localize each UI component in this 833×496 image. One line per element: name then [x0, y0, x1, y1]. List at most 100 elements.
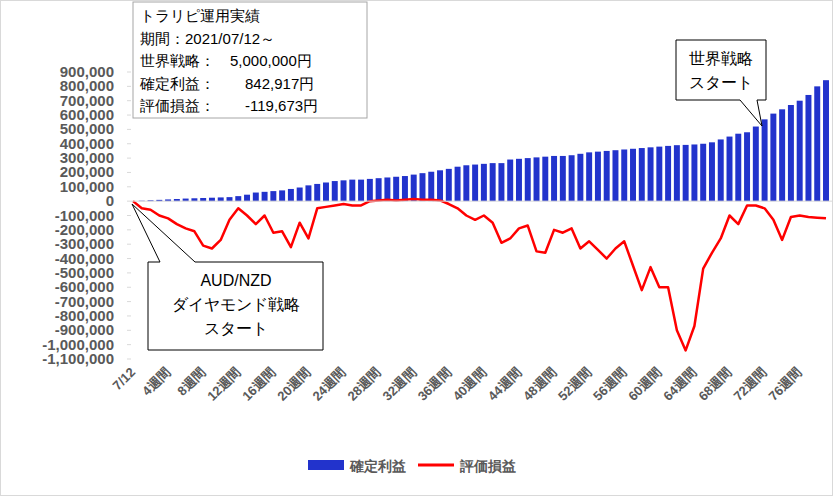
bar — [744, 132, 750, 201]
y-tick — [127, 258, 131, 259]
x-tick-label: 28週間 — [345, 365, 384, 404]
bar — [218, 197, 224, 201]
x-tick-label: 24週間 — [309, 365, 348, 404]
bar — [586, 152, 592, 201]
x-tick-label: 36週間 — [415, 365, 454, 404]
y-tick — [127, 301, 131, 302]
bar — [534, 157, 540, 201]
annotation-text: スタート — [689, 74, 753, 91]
annotation-text: トラリピ運用実績 — [140, 7, 260, 24]
bar — [288, 189, 294, 201]
bar — [472, 165, 478, 202]
y-tick — [127, 143, 131, 144]
bar — [358, 180, 364, 202]
bar — [446, 169, 452, 201]
x-tick-label: 20週間 — [274, 365, 313, 404]
bar — [367, 179, 373, 201]
annotation-text: ダイヤモンド戦略 — [172, 296, 300, 313]
bar — [665, 146, 671, 201]
bar — [437, 170, 443, 201]
bar — [762, 119, 768, 201]
bar — [332, 181, 338, 201]
bar — [376, 178, 382, 201]
bar — [542, 157, 548, 201]
bar — [639, 148, 645, 201]
bar — [683, 145, 689, 201]
x-tick-label: 72週間 — [730, 365, 769, 404]
bar — [253, 193, 259, 202]
annotation-text: 世界戦略： 5,000,000円 — [140, 52, 312, 69]
y-tick — [127, 186, 131, 187]
legend-label: 確定利益 — [349, 458, 406, 474]
bar — [516, 159, 522, 201]
bar — [402, 176, 408, 201]
bar — [648, 147, 654, 201]
x-tick-label: 32週間 — [380, 365, 419, 404]
annotation-text: 期間：2021/07/12～ — [140, 30, 275, 47]
bar — [560, 156, 566, 201]
chart: -1,100,000-1,000,000-900,000-800,000-700… — [0, 0, 833, 496]
bar — [735, 134, 741, 201]
line — [133, 199, 826, 350]
y-tick — [127, 115, 131, 116]
bar — [270, 191, 276, 201]
bar — [455, 167, 461, 201]
y-tick — [127, 244, 131, 245]
bar — [507, 160, 513, 202]
legend-swatch — [418, 464, 454, 467]
x-tick-label: 52週間 — [555, 365, 594, 404]
y-tick — [127, 272, 131, 273]
bar — [419, 173, 425, 201]
bar — [481, 164, 487, 201]
bar — [727, 137, 733, 202]
bar — [341, 180, 347, 201]
legend: 確定利益 評価損益 — [308, 458, 516, 474]
y-tick-label: 900,000 — [60, 63, 114, 80]
bar — [753, 127, 759, 202]
x-tick-label: 48週間 — [520, 365, 559, 404]
x-tick-label: 44週間 — [485, 365, 524, 404]
annotation-text: AUD/NZD — [200, 272, 271, 289]
bar — [384, 177, 390, 201]
y-tick — [127, 330, 131, 331]
y-tick — [127, 287, 131, 288]
bar — [612, 150, 618, 201]
bar — [621, 149, 627, 201]
bar — [691, 144, 697, 201]
y-tick — [127, 215, 131, 216]
bar — [428, 172, 434, 201]
y-tick — [127, 72, 131, 73]
bar — [279, 190, 285, 201]
bar — [463, 165, 469, 201]
bar — [779, 109, 785, 201]
callout — [132, 204, 323, 350]
bar — [262, 192, 268, 201]
annotation-text: 確定利益： 842,917円 — [139, 75, 314, 92]
bar — [814, 86, 820, 201]
x-tick-label: 56週間 — [590, 365, 629, 404]
bar — [411, 175, 417, 202]
y-tick — [127, 229, 131, 230]
bar — [674, 145, 680, 201]
callout — [676, 40, 766, 126]
bar — [770, 114, 776, 202]
bar — [227, 197, 233, 201]
background — [1, 1, 833, 496]
x-tick-label: 12週間 — [204, 365, 243, 404]
legend-label: 評価損益 — [459, 458, 516, 474]
bar — [569, 155, 575, 201]
bar — [314, 184, 320, 201]
bar — [498, 163, 504, 201]
bar — [244, 195, 250, 201]
bar — [297, 188, 303, 202]
bar — [209, 198, 215, 201]
bar — [577, 154, 583, 201]
y-tick — [127, 344, 131, 345]
legend-swatch — [308, 460, 344, 470]
bar — [595, 152, 601, 202]
bar — [551, 156, 557, 201]
plot-area — [133, 80, 829, 350]
x-tick-label: 4週間 — [139, 365, 173, 399]
x-tick-label: 60週間 — [625, 365, 664, 404]
bar — [805, 95, 811, 201]
